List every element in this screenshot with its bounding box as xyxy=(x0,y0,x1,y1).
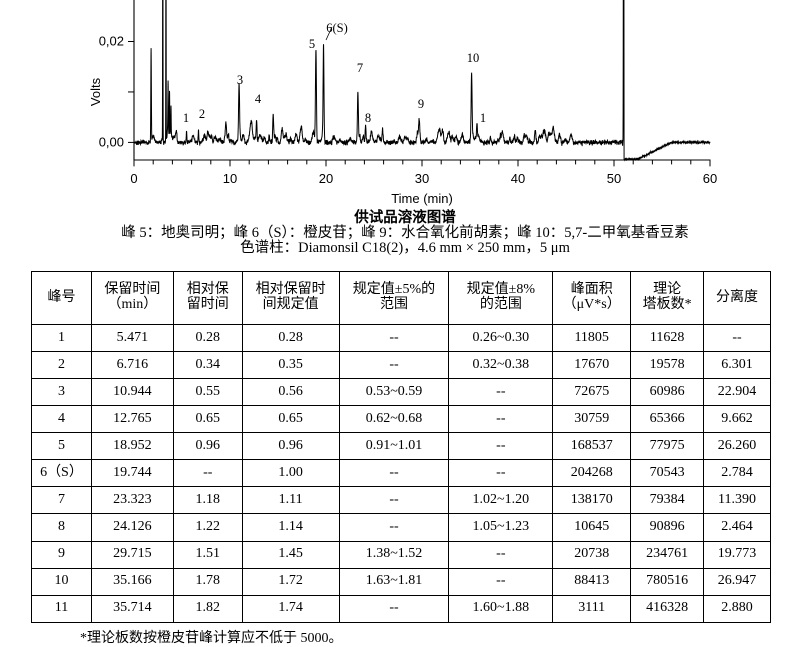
svg-text:8: 8 xyxy=(365,111,371,125)
svg-text:5: 5 xyxy=(309,37,315,51)
svg-text:10: 10 xyxy=(223,171,237,186)
svg-text:0,00: 0,00 xyxy=(99,134,124,149)
svg-text:60: 60 xyxy=(703,171,717,186)
svg-text:20: 20 xyxy=(319,171,333,186)
svg-text:0,02: 0,02 xyxy=(99,34,124,49)
svg-text:0: 0 xyxy=(130,171,137,186)
svg-text:9: 9 xyxy=(418,97,424,111)
svg-text:3: 3 xyxy=(237,73,243,87)
svg-text:7: 7 xyxy=(357,61,363,75)
svg-text:50: 50 xyxy=(607,171,621,186)
svg-text:40: 40 xyxy=(511,171,525,186)
svg-text:1: 1 xyxy=(480,111,486,125)
svg-text:Volts: Volts xyxy=(88,77,103,106)
svg-text:2: 2 xyxy=(199,107,205,121)
svg-text:30: 30 xyxy=(415,171,429,186)
svg-text:1: 1 xyxy=(183,111,189,125)
svg-text:10: 10 xyxy=(467,51,480,65)
svg-text:4: 4 xyxy=(255,92,262,106)
svg-text:Time (min): Time (min) xyxy=(391,191,453,206)
